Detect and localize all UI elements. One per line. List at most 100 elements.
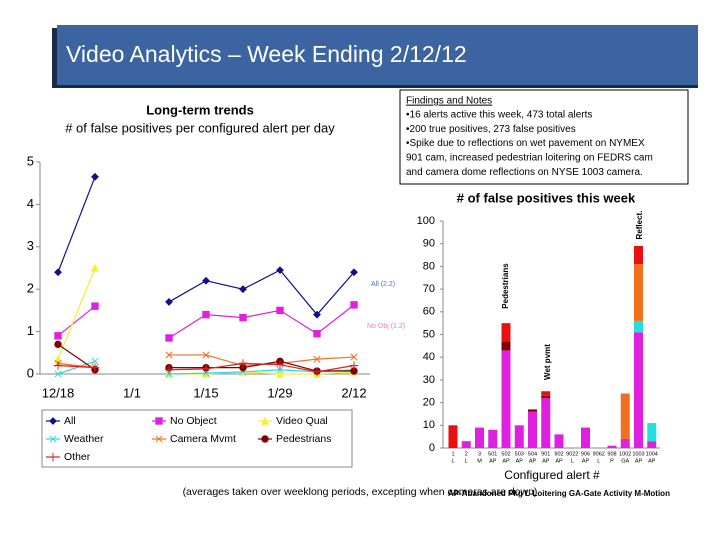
x-tick-code: AP [489,458,497,464]
marker [90,363,100,372]
x-tick-label: 1004 [646,451,658,457]
x-tick-code: GA [621,458,629,464]
x-tick-label: 1003 [632,451,644,457]
marker [164,365,174,374]
chart-title: # of false positives this week [457,190,636,205]
marker [53,361,63,370]
y-tick-label: 70 [423,283,435,295]
marker [54,340,62,349]
bar-segment [461,441,471,448]
bar-segment [501,350,511,448]
legend-marker [48,452,58,462]
legend-label: Other [64,451,91,463]
x-tick-label: 503 [515,451,524,457]
x-tick-label: 908 [607,451,616,457]
series-line [57,360,96,375]
bar-segment [634,332,643,448]
marker [91,172,99,181]
marker [202,310,210,319]
legend-marker [49,435,57,443]
bar-segment [607,445,617,448]
findings-line: 901 cam, increased pedestrian loitering … [406,153,653,164]
marker [275,369,285,378]
bar-segment [528,409,537,412]
x-tick-label: 901 [541,451,550,457]
y-tick-label: 10 [423,419,435,431]
marker [276,366,284,374]
marker [276,306,284,315]
chart-title: Long-term trends [146,102,254,117]
x-tick-label: 501 [488,451,497,457]
y-tick-label: 5 [27,153,34,168]
bar-segment [647,423,657,442]
bar-segment [501,341,511,351]
slide-title: Video Analytics – Week Ending 2/12/12 [66,41,467,67]
y-tick-label: 50 [423,328,435,340]
series-line [168,304,355,339]
x-tick-code: AP [582,458,590,464]
annotation: Pedestrians [501,263,510,309]
title-banner [57,25,698,85]
marker [91,357,99,365]
y-tick-label: 30 [423,374,435,386]
x-tick-label: 2 [465,451,468,457]
legend-label: No Object [170,415,217,427]
legend-marker [155,435,163,443]
legend-marker [260,416,270,425]
legend-label: All [64,415,76,427]
findings-box [399,89,689,185]
x-tick-code: AP [529,458,537,464]
x-tick-label: 1/1 [123,385,141,400]
y-tick-label: 20 [423,397,435,409]
marker [202,276,210,285]
marker [238,359,248,368]
marker [201,369,211,378]
series-line [57,267,96,360]
bar-segment [634,264,643,321]
findings-line: •Spike due to reflections on wet pavemen… [406,138,645,149]
marker [313,355,321,363]
x-axis-title: Configured alert # [504,468,600,482]
bar-segment [528,411,537,448]
marker [91,302,99,310]
y-tick-label: 60 [423,306,435,318]
bar-segment [634,320,643,333]
x-tick-code: M [477,458,482,464]
bar-segment [475,427,484,448]
legend-label: Video Qual [276,415,328,427]
y-tick-label: 90 [423,238,435,250]
annotation: Wet pvmt [543,344,552,380]
series-line [168,362,355,373]
bar-segment [448,425,458,448]
findings-line: •16 alerts active this week, 473 total a… [406,110,592,121]
marker [54,332,62,340]
x-tick-code: P [610,458,614,464]
x-tick-label: 906 [581,451,590,457]
marker [349,361,359,370]
x-tick-label: 504 [528,451,537,457]
bar-segment [554,434,564,448]
x-tick-label: 1 [451,451,454,457]
marker [239,285,247,294]
marker [165,370,173,378]
annotation: All (2.2) [371,281,395,288]
y-tick-label: 1 [27,323,34,338]
y-tick-label: 0 [27,365,34,380]
bar-segment [541,398,551,448]
series-line [57,364,96,369]
marker [165,351,173,359]
annotation: Reflect. [635,211,644,240]
x-tick-code: AP [648,458,656,464]
code-legend: AP-Abandoned Pkg L-Loitering GA-Gate Act… [448,489,670,498]
legend-marker [49,417,57,425]
chart-subtitle: # of false positives per configured aler… [65,120,335,135]
marker [90,263,100,272]
series-line [168,269,355,316]
bar-segment [620,393,630,439]
series-line [169,371,355,375]
y-tick-label: 0 [429,442,435,454]
legend-label: Weather [64,433,104,445]
bar-segment [620,438,630,448]
legend-label: Pedestrians [276,433,331,445]
x-tick-code: L [571,458,574,464]
